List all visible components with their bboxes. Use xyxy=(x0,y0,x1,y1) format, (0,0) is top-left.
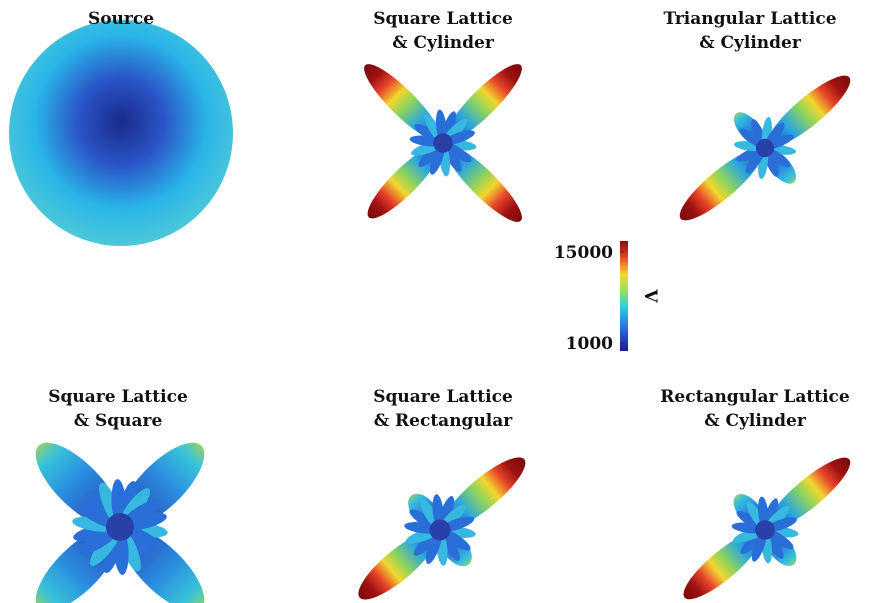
core xyxy=(755,138,775,158)
panel-title: Triangular Lattice xyxy=(663,9,836,29)
colorbar-label: V xyxy=(640,288,660,303)
core xyxy=(106,513,134,541)
core xyxy=(429,519,451,541)
panel-title: & Cylinder xyxy=(699,33,802,53)
source-sphere xyxy=(9,20,233,246)
plots xyxy=(35,64,851,603)
colorbar-tick-label: 1000 xyxy=(566,334,613,354)
panel-title: & Cylinder xyxy=(704,411,807,431)
panel-title: Source xyxy=(88,9,154,29)
core xyxy=(755,520,775,540)
panel-title: Rectangular Lattice xyxy=(660,387,850,407)
panel-title: & Square xyxy=(74,411,163,431)
lobe xyxy=(767,75,851,147)
panel-title: & Rectangular xyxy=(374,411,514,431)
lobe xyxy=(364,64,441,141)
colorbar xyxy=(620,241,628,351)
panel-title: Square Lattice xyxy=(373,9,513,29)
colorbar-tick-label: 15000 xyxy=(554,243,613,263)
lobe xyxy=(679,149,763,221)
panel-title: & Cylinder xyxy=(392,33,495,53)
panel-title: Square Lattice xyxy=(48,387,188,407)
lobe xyxy=(445,145,522,222)
panel-title: Square Lattice xyxy=(373,387,513,407)
core xyxy=(433,133,453,153)
